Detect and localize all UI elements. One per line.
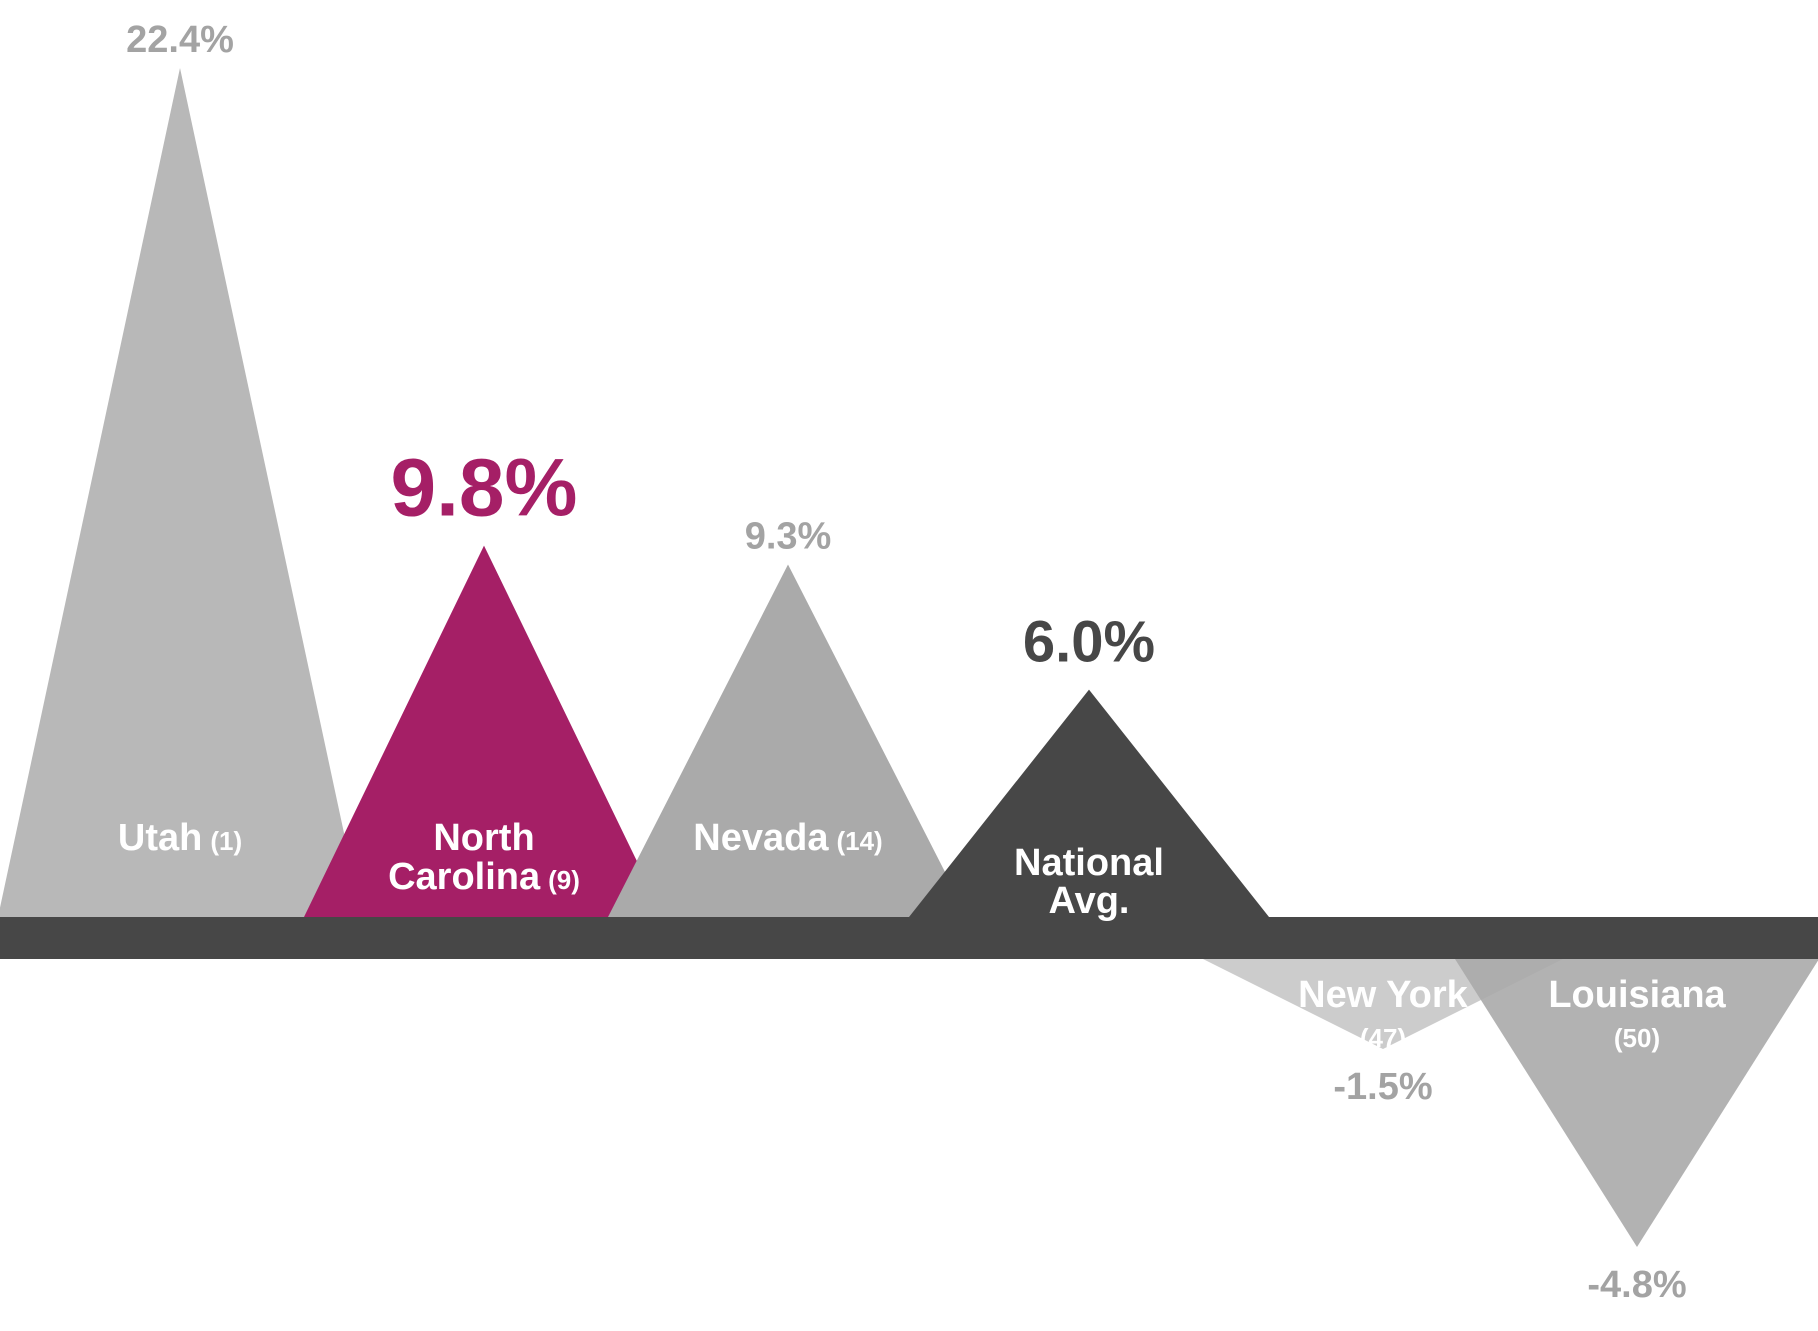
value-label-louisiana: -4.8% [1587, 1264, 1686, 1306]
value-label-national-avg: 6.0% [1023, 610, 1155, 675]
state-name-new-york: New York [1298, 974, 1469, 1016]
value-label-nevada: 9.3% [745, 516, 832, 558]
mountain-louisiana [1455, 959, 1818, 1247]
state-name-national-avg-line-2: Avg. [1049, 880, 1130, 922]
value-label-new-york: -1.5% [1333, 1066, 1432, 1108]
state-name-text: Nevada [693, 817, 829, 859]
state-name-north-carolina-line-2: Carolina (9) [388, 856, 580, 898]
state-rank: (14) [836, 826, 882, 856]
state-name-national-avg-line-1: National [1014, 842, 1164, 884]
state-name-text: North [433, 817, 534, 859]
value-label-north-carolina: 9.8% [391, 443, 578, 534]
mountain-north-carolina [304, 545, 664, 917]
state-rank: (9) [548, 865, 580, 895]
state-name-text: Avg. [1049, 880, 1130, 922]
state-name-north-carolina-line-1: North [433, 817, 534, 859]
state-name-text: New York [1298, 974, 1469, 1016]
mountain-nevada [608, 564, 968, 917]
state-name-louisiana: Louisiana [1548, 974, 1726, 1016]
value-label-utah: 22.4% [126, 19, 234, 61]
state-name-utah: Utah (1) [118, 817, 242, 859]
state-rank-louisiana: (50) [1614, 1023, 1660, 1053]
mountain-national-avg- [909, 689, 1269, 917]
state-name-text: National [1014, 842, 1164, 884]
state-name-text: Carolina [388, 856, 541, 898]
state-name-text: Utah [118, 817, 202, 859]
baseline-axis [0, 917, 1818, 959]
state-rank: (1) [210, 826, 242, 856]
mountain-utah [0, 68, 362, 917]
state-rank-new-york: (47) [1360, 1023, 1406, 1053]
state-name-nevada: Nevada (14) [693, 817, 882, 859]
state-name-text: Louisiana [1548, 974, 1726, 1016]
